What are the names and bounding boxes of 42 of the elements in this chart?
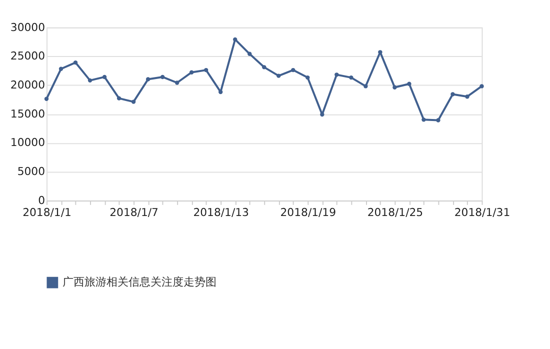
point — [44, 96, 49, 101]
point — [407, 82, 412, 86]
point — [174, 80, 180, 85]
point — [233, 37, 238, 42]
point — [131, 100, 136, 104]
x-tick-label: 2018/1/1 — [22, 206, 72, 219]
point — [102, 74, 107, 80]
point — [146, 77, 150, 82]
x-tick-label: 2018/1/25 — [367, 206, 424, 219]
y-tick-label: 25000 — [10, 50, 46, 63]
y-tick-label: 20000 — [10, 78, 46, 92]
point — [349, 75, 354, 80]
point — [73, 60, 78, 65]
x-tick-label: 2018/1/7 — [110, 206, 158, 219]
point — [262, 65, 266, 70]
point — [465, 94, 470, 99]
y-tick-label: 10000 — [10, 136, 46, 150]
point — [334, 72, 339, 77]
point — [189, 70, 194, 74]
y-tick-label: 30000 — [10, 20, 46, 34]
y-tick-label: 0 — [38, 194, 46, 207]
x-tick-label: 2018/1/19 — [280, 206, 336, 219]
point — [480, 84, 484, 88]
point — [88, 78, 92, 83]
point — [276, 74, 281, 78]
point — [160, 74, 165, 80]
point — [116, 96, 122, 100]
point — [422, 118, 426, 122]
point — [306, 75, 310, 80]
x-tick-label: 2018/1/31 — [454, 206, 510, 219]
legend-label: 广西旅游相关信息关注度走势图 — [62, 276, 216, 289]
point — [392, 85, 397, 90]
y-tick-label: 5000 — [17, 165, 46, 178]
point — [204, 68, 208, 72]
x-tick-label: 2018/1/13 — [193, 206, 250, 219]
point — [450, 92, 455, 96]
point — [436, 118, 440, 122]
point — [58, 66, 64, 71]
point — [248, 52, 252, 56]
y-tick-label: 15000 — [10, 107, 46, 120]
point — [291, 68, 296, 72]
point — [364, 84, 368, 88]
